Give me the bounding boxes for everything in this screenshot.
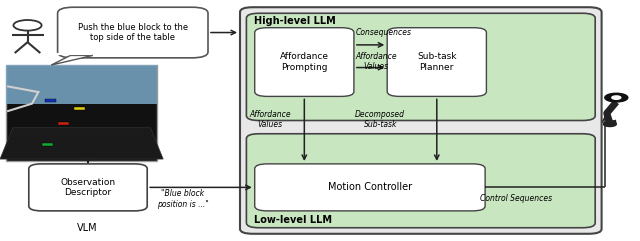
Text: Push the blue block to the
top side of the table: Push the blue block to the top side of t… xyxy=(77,23,188,42)
Text: Observation
Descriptor: Observation Descriptor xyxy=(60,178,116,197)
Bar xyxy=(6,65,157,161)
Text: Decomposed
Sub-task: Decomposed Sub-task xyxy=(355,110,405,129)
Polygon shape xyxy=(51,55,93,65)
Text: Sub-task
Planner: Sub-task Planner xyxy=(417,52,456,72)
Bar xyxy=(74,107,85,110)
Bar xyxy=(42,143,53,146)
FancyBboxPatch shape xyxy=(387,28,486,96)
FancyBboxPatch shape xyxy=(240,7,602,234)
FancyBboxPatch shape xyxy=(246,134,595,228)
FancyBboxPatch shape xyxy=(255,28,354,96)
Polygon shape xyxy=(0,128,163,159)
Text: VLM: VLM xyxy=(77,223,98,233)
Circle shape xyxy=(13,20,42,31)
Text: Affordance
Values: Affordance Values xyxy=(250,110,291,129)
FancyBboxPatch shape xyxy=(246,13,595,120)
Text: "Blue block
position is ...": "Blue block position is ..." xyxy=(157,189,209,208)
Text: Low-level LLM: Low-level LLM xyxy=(254,215,332,225)
Text: Affordance
Values: Affordance Values xyxy=(355,52,397,71)
Circle shape xyxy=(605,93,628,102)
Bar xyxy=(45,99,56,102)
FancyBboxPatch shape xyxy=(58,7,208,58)
Bar xyxy=(58,122,69,125)
FancyBboxPatch shape xyxy=(255,164,485,211)
Circle shape xyxy=(612,96,621,99)
Circle shape xyxy=(604,122,616,127)
Text: Affordance
Prompting: Affordance Prompting xyxy=(280,52,329,72)
Text: Control Sequences: Control Sequences xyxy=(480,194,552,203)
Text: Consequences: Consequences xyxy=(355,28,412,37)
FancyBboxPatch shape xyxy=(29,164,147,211)
Text: Motion Controller: Motion Controller xyxy=(328,182,412,192)
Bar xyxy=(6,65,157,104)
Text: High-level LLM: High-level LLM xyxy=(254,16,336,26)
